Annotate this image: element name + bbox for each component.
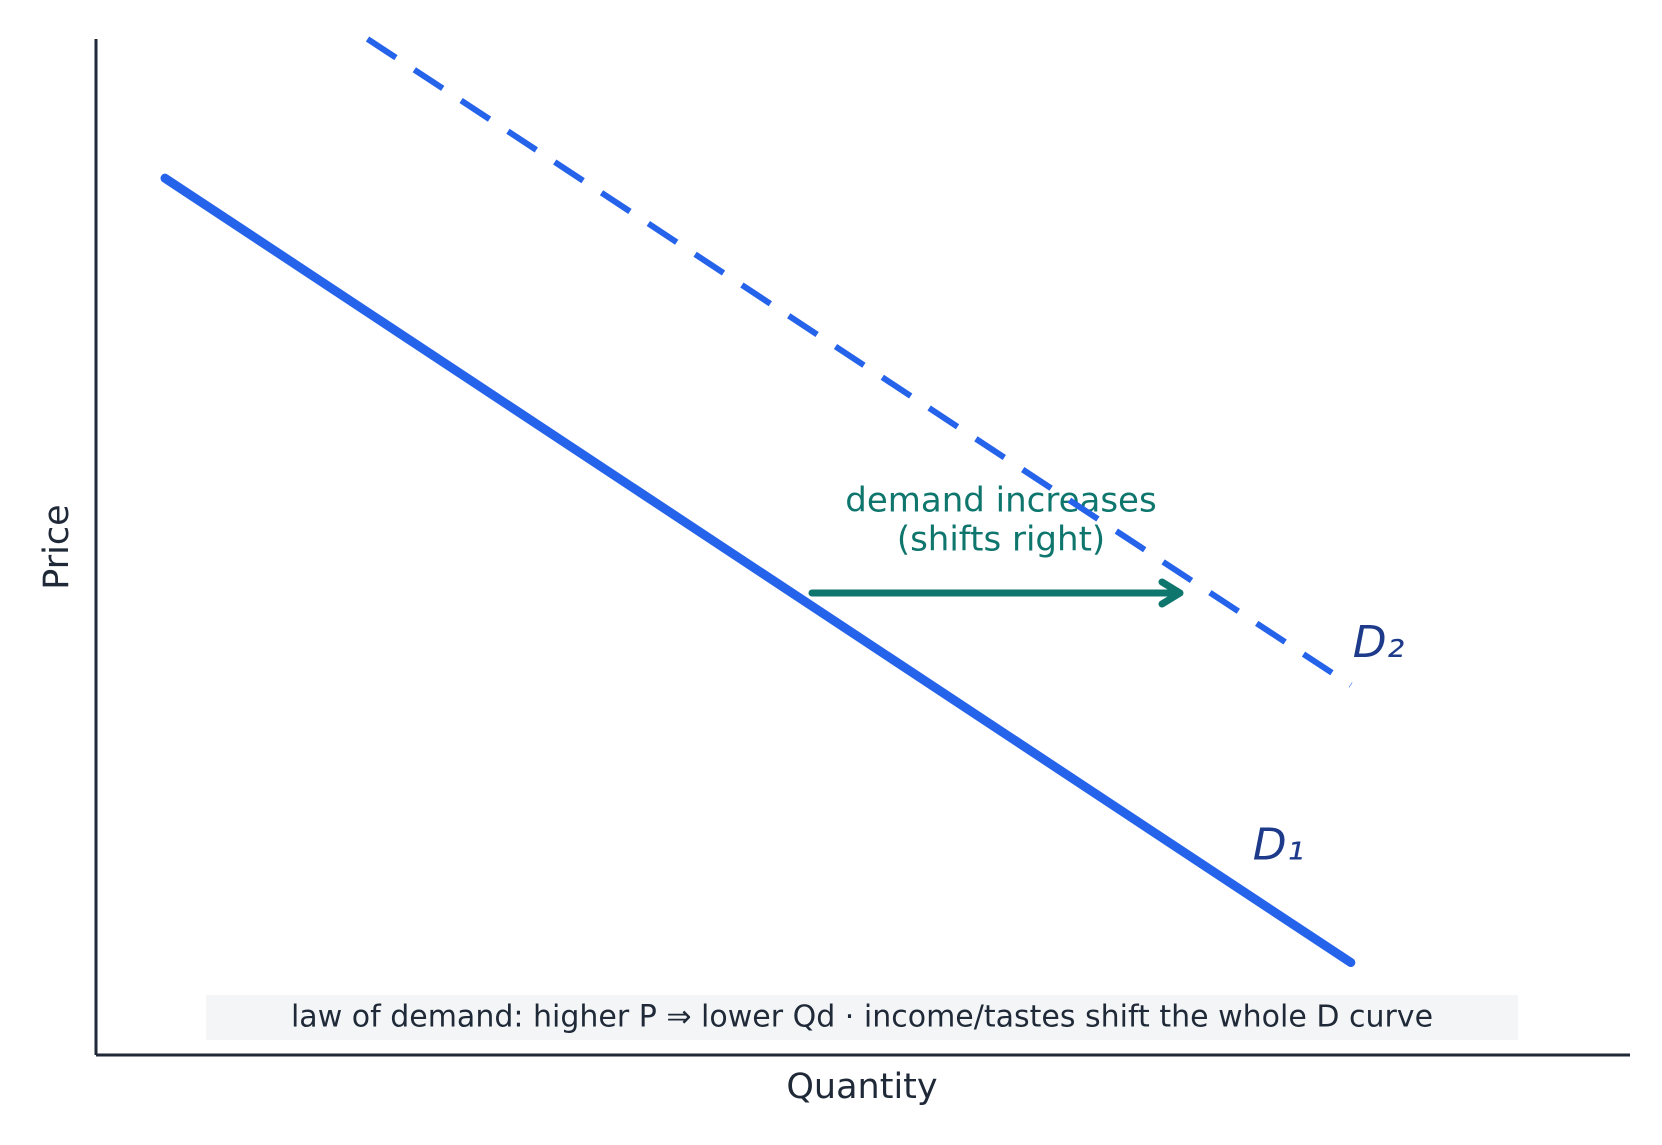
- legend-label: D₁: [1253, 820, 1305, 871]
- y-axis-label: Price: [37, 504, 77, 589]
- demand-line: [365, 36, 1353, 688]
- legend-label: D₂: [1353, 617, 1405, 668]
- note: law of demand: higher P ⇒ lower Qd · inc…: [291, 1000, 1433, 1035]
- annotation: demand increases: [845, 481, 1156, 521]
- note-box: [206, 995, 1518, 1040]
- demand-line: [160, 173, 1356, 968]
- annotation: (shifts right): [897, 520, 1105, 560]
- x-axis-label: Quantity: [786, 1067, 937, 1107]
- arrow-head: [1158, 578, 1184, 608]
